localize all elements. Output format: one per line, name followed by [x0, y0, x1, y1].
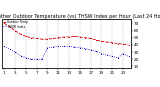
Title: Milwaukee Weather Outdoor Temperature (vs) THSW Index per Hour (Last 24 Hours): Milwaukee Weather Outdoor Temperature (v…	[0, 14, 160, 19]
Legend: Outdoor Temp, THSW Index: Outdoor Temp, THSW Index	[2, 20, 28, 29]
